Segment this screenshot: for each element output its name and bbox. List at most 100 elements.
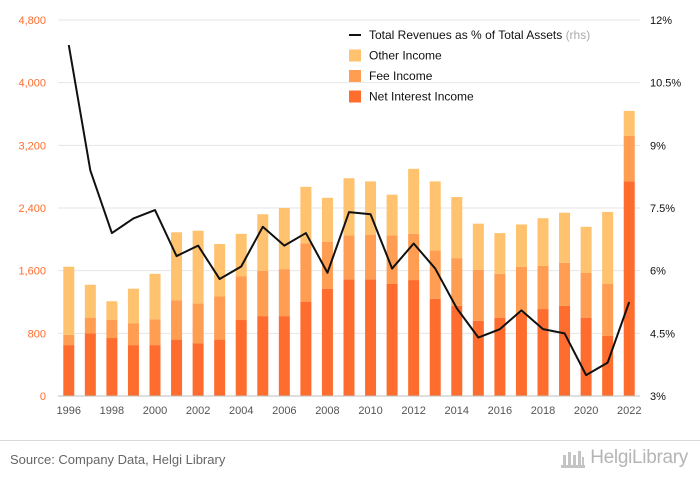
legend-swatch: [349, 49, 361, 62]
bar-fee-income: [300, 243, 312, 302]
y-left-tick-label: 0: [40, 391, 46, 403]
left-axis: 0 800 1,600 2,400 3,200 4,000 4,800: [18, 15, 46, 403]
bar-fee-income: [494, 273, 506, 318]
legend-label: Other Income: [369, 49, 442, 63]
bar-fee-income: [63, 334, 75, 346]
bar-other-income: [408, 168, 420, 234]
y-right-tick-label: 4.5%: [650, 328, 675, 340]
ratio-line: [67, 44, 631, 377]
y-right-tick-label: 9%: [650, 140, 666, 152]
bar-fee-income: [214, 296, 226, 340]
bar-net-interest-income: [494, 317, 506, 396]
bar-other-income: [63, 266, 75, 335]
bar-other-income: [106, 301, 118, 321]
source-note: Source: Company Data, Helgi Library: [10, 452, 226, 467]
y-left-tick-label: 1,600: [18, 266, 46, 278]
bar-other-income: [580, 226, 592, 274]
bar-net-interest-income: [343, 279, 355, 396]
x-tick-label: 2008: [315, 405, 339, 417]
bar-net-interest-income: [214, 339, 226, 396]
bar-fee-income: [235, 276, 247, 321]
bar-net-interest-income: [192, 343, 204, 396]
x-tick-label: 2006: [272, 405, 296, 417]
bar-fee-income: [386, 235, 398, 284]
bar-other-income: [300, 186, 312, 244]
x-tick-label: 2016: [488, 405, 512, 417]
bar-fee-income: [580, 273, 592, 318]
bar-net-interest-income: [171, 339, 183, 396]
bar-other-income: [365, 181, 377, 235]
y-left-tick-label: 4,000: [18, 78, 46, 90]
bar-fee-income: [321, 241, 333, 289]
legend-swatch: [349, 90, 361, 103]
bar-fee-income: [106, 320, 118, 339]
bar-net-interest-income: [235, 320, 247, 396]
right-axis: 3% 4.5% 6% 7.5% 9% 10.5% 12%: [650, 15, 681, 403]
bar-other-income: [472, 223, 484, 270]
legend-label-line: Total Revenues as % of Total Assets (rhs…: [369, 28, 590, 42]
bar-net-interest-income: [580, 317, 592, 396]
y-right-tick-label: 3%: [650, 391, 666, 403]
bar-fee-income: [451, 258, 463, 306]
brand-logo: HelgiLibrary: [560, 447, 688, 469]
bar-other-income: [429, 181, 441, 251]
bar-fee-income: [171, 300, 183, 340]
bar-fee-income: [559, 262, 571, 306]
bar-net-interest-income: [321, 288, 333, 396]
bar-net-interest-income: [84, 333, 96, 396]
x-tick-label: 2002: [186, 405, 210, 417]
bar-net-interest-income: [127, 345, 139, 396]
legend-swatch: [349, 70, 361, 82]
bar-net-interest-income: [106, 338, 118, 396]
bar-other-income: [537, 218, 549, 266]
x-tick-label: 1996: [57, 405, 81, 417]
bar-net-interest-income: [515, 312, 527, 396]
y-left-tick-label: 800: [28, 328, 46, 340]
bar-fee-income: [408, 233, 420, 281]
bar-fee-income: [602, 283, 614, 336]
bar-net-interest-income: [63, 345, 75, 396]
bar-other-income: [214, 244, 226, 297]
y-right-tick-label: 6%: [650, 266, 666, 278]
legend-label: Fee Income: [369, 69, 433, 83]
bar-net-interest-income: [149, 345, 161, 396]
bar-other-income: [235, 233, 247, 277]
bar-other-income: [515, 224, 527, 267]
library-building-icon: [561, 451, 586, 468]
bar-net-interest-income: [408, 280, 420, 396]
chart: 0 800 1,600 2,400 3,200 4,000 4,800 3% 4.5% 6% 7.…: [18, 15, 681, 417]
bar-other-income: [386, 194, 398, 236]
bar-net-interest-income: [300, 302, 312, 396]
bar-fee-income: [127, 323, 139, 346]
bar-other-income: [559, 212, 571, 263]
footer: Source: Company Data, Helgi Library Helg…: [0, 440, 700, 484]
bar-fee-income: [429, 250, 441, 299]
y-left-tick-label: 2,400: [18, 203, 46, 215]
y-right-tick-label: 7.5%: [650, 203, 675, 215]
bar-net-interest-income: [472, 320, 484, 396]
bar-fee-income: [537, 265, 549, 310]
bar-net-interest-income: [602, 335, 614, 396]
x-tick-label: 2010: [358, 405, 382, 417]
bars: [63, 110, 635, 396]
y-right-tick-label: 12%: [650, 15, 672, 27]
bar-other-income: [127, 288, 139, 324]
x-tick-label: 2012: [401, 405, 425, 417]
legend-label: Net Interest Income: [369, 90, 474, 104]
x-tick-label: 2004: [229, 405, 253, 417]
bar-other-income: [171, 232, 183, 301]
bar-fee-income: [623, 135, 635, 182]
bar-other-income: [602, 211, 614, 284]
line-total-revenues-pct-assets: [67, 44, 631, 377]
bar-fee-income: [257, 270, 269, 317]
bar-other-income: [494, 233, 506, 274]
x-tick-label: 2000: [143, 405, 167, 417]
bar-fee-income: [278, 269, 290, 317]
bar-other-income: [343, 178, 355, 236]
x-tick-label: 2020: [574, 405, 598, 417]
bar-other-income: [451, 197, 463, 259]
x-tick-label: 2018: [531, 405, 555, 417]
bar-net-interest-income: [278, 316, 290, 396]
bar-other-income: [84, 284, 96, 318]
bar-net-interest-income: [429, 298, 441, 396]
